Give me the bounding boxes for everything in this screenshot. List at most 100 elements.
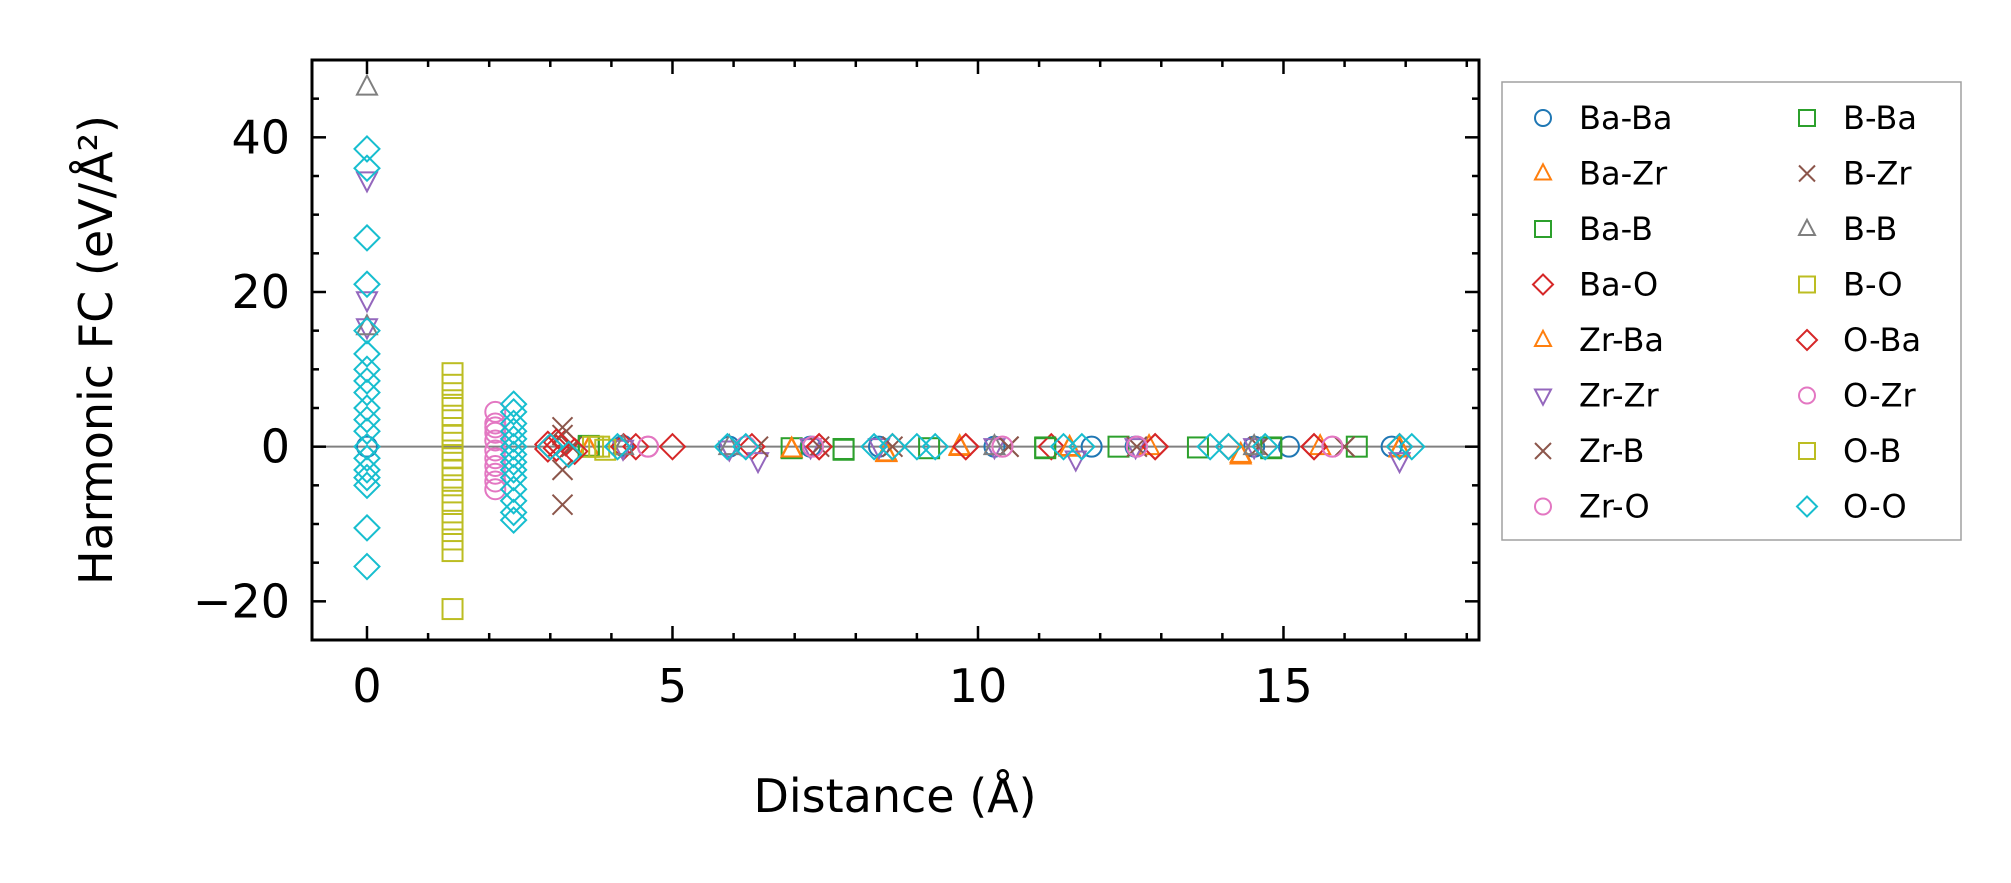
data-point-o-o (353, 394, 381, 422)
data-point-o-zr (991, 435, 1014, 458)
data-point-o-o (731, 432, 760, 461)
data-point-o-o (1385, 432, 1414, 461)
legend-label-b-o: B-O (1843, 266, 1903, 304)
data-point-o-o (353, 455, 381, 484)
data-point-b-o (441, 598, 464, 621)
data-point-zr-ba (779, 435, 804, 458)
data-point-zr-o (802, 435, 825, 458)
x-axis-label: Distance (Å) (753, 769, 1036, 823)
data-point-o-o (499, 432, 528, 461)
x-tick-label: 15 (1254, 659, 1313, 713)
ticks-layer: 0 5 10 15 −20 0 20 40 (193, 58, 1479, 713)
data-point-o-b (441, 489, 464, 512)
data-point-o-b (441, 528, 464, 551)
data-point-o-o (1397, 432, 1426, 461)
data-point-b-o (441, 362, 464, 385)
y-tick-label: 20 (231, 265, 290, 319)
legend-label-o-b: O-B (1843, 432, 1901, 470)
legend-label-ba-ba: Ba-Ba (1579, 99, 1673, 137)
data-point-o-o (499, 463, 528, 492)
plot-frame (310, 58, 1481, 642)
data-point-b-o (441, 373, 464, 396)
x-tick-label: 5 (658, 659, 687, 713)
data-point-o-ba (560, 437, 589, 466)
data-point-b-o (441, 540, 464, 563)
data-point-o-o (1196, 432, 1225, 461)
data-point-zr-o (484, 421, 507, 444)
data-point-o-zr (637, 435, 660, 458)
data-point-o-o (499, 417, 528, 446)
legend-marker-ba-b (1534, 220, 1552, 238)
legend-marker-b-ba (1798, 109, 1816, 127)
data-point-o-o (353, 154, 381, 183)
legend: Ba-Ba Ba-Zr Ba-B Ba-O Zr-Ba Zr-Zr Zr-B Zr-O B-Ba… (1501, 81, 1962, 541)
data-point-b-o (441, 501, 464, 524)
data-point-zr-zr (746, 452, 770, 475)
legend-marker-b-o (1798, 275, 1816, 294)
legend-label-b-zr: B-Zr (1843, 155, 1912, 193)
legend-label-b-b: B-B (1843, 210, 1897, 248)
data-point-b-b (355, 73, 379, 96)
series-o-b (441, 389, 611, 551)
data-point-o-o (353, 378, 381, 407)
data-point-b-b (1242, 433, 1266, 456)
data-point-o-o (1251, 432, 1280, 461)
data-point-o-o (499, 455, 528, 484)
data-point-ba-o (1037, 432, 1066, 461)
data-point-o-o (1214, 432, 1243, 461)
data-point-b-o (594, 438, 617, 461)
data-point-o-o (353, 432, 381, 461)
legend-label-o-o: O-O (1843, 488, 1907, 526)
data-point-o-o (353, 367, 381, 395)
legend-marker-ba-zr (1533, 162, 1553, 181)
data-point-o-ba (951, 432, 980, 461)
data-point-ba-ba (1080, 435, 1103, 458)
data-point-o-o (499, 498, 528, 527)
y-tick-label: 0 (261, 420, 290, 474)
data-point-o-o (499, 448, 528, 477)
data-point-b-o (441, 474, 464, 497)
data-point-o-zr (1321, 435, 1344, 458)
x-tick-label: 10 (949, 659, 1008, 713)
data-point-o-o (499, 440, 528, 469)
x-tick-label: 0 (352, 659, 381, 713)
data-point-o-o (713, 432, 742, 461)
data-point-o-o (353, 316, 381, 345)
legend-label-o-zr: O-Zr (1843, 377, 1917, 415)
data-point-o-o (353, 444, 381, 473)
data-point-o-o (353, 552, 381, 581)
data-point-zr-o (484, 478, 507, 501)
data-point-zr-zr (1064, 450, 1088, 473)
data-point-o-o (499, 425, 528, 453)
data-point-b-o (441, 513, 464, 535)
legend-marker-o-zr (1798, 386, 1816, 405)
data-point-zr-zr (1387, 452, 1412, 475)
data-point-o-zr (1125, 435, 1148, 458)
data-point-o-o (353, 135, 381, 163)
data-point-ba-b (1186, 436, 1209, 459)
legend-marker-b-b (1797, 217, 1817, 236)
data-point-o-b (441, 389, 464, 412)
data-points-layer (353, 73, 1426, 621)
series-b-o (441, 362, 617, 621)
legend-label-b-ba: B-Ba (1843, 99, 1917, 137)
data-point-o-o (921, 432, 950, 461)
legend-marker-o-o (1795, 495, 1819, 518)
legend-marker-zr-zr (1533, 388, 1553, 407)
legend-marker-o-ba (1795, 328, 1819, 352)
data-point-zr-zr (355, 171, 379, 194)
data-point-o-o (554, 440, 583, 469)
data-point-o-o (353, 417, 381, 446)
data-point-b-b (355, 313, 379, 336)
legend-marker-zr-o (1534, 497, 1552, 516)
data-point-o-o (902, 432, 931, 461)
data-point-o-o (499, 486, 528, 515)
data-point-zr-zr (355, 291, 379, 314)
data-point-o-o (878, 432, 907, 461)
legend-marker-ba-o (1531, 273, 1555, 296)
data-point-zr-b (551, 493, 574, 516)
y-axis-label: Harmonic FC (eV/Å²) (69, 115, 123, 585)
data-point-o-o (353, 405, 381, 434)
y-tick-label: −20 (193, 574, 290, 628)
data-point-b-zr (551, 459, 574, 481)
